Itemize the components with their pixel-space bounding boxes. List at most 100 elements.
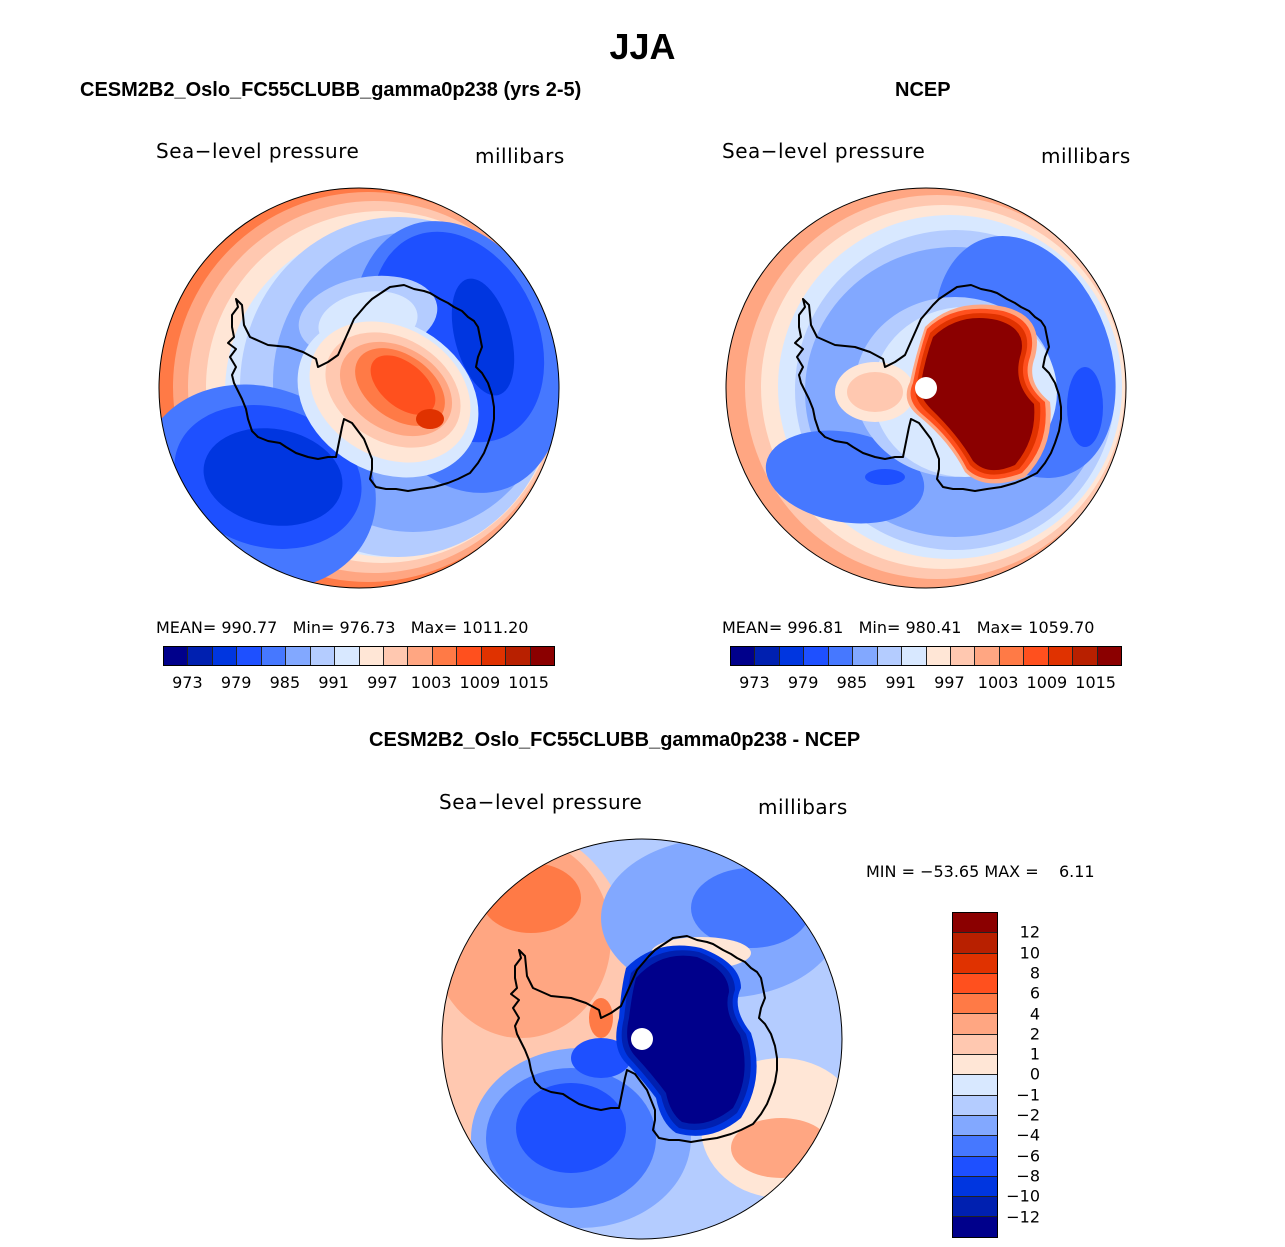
contour-band <box>451 278 515 396</box>
colorbar-tick-label: 1003 <box>977 673 1019 692</box>
colorbar-swatch <box>953 1014 997 1035</box>
contour-band <box>571 1038 631 1078</box>
colorbar-tick-label: 997 <box>934 673 965 692</box>
model-colorbar <box>163 646 555 666</box>
colorbar-tick-label: 1015 <box>508 673 549 692</box>
colorbar-tick-label: 1015 <box>1075 673 1116 692</box>
colorbar-swatch <box>953 1176 997 1198</box>
colorbar-swatch <box>432 647 458 665</box>
model-panel-title: CESM2B2_Oslo_FC55CLUBB_gamma0p238 (yrs 2… <box>80 79 582 101</box>
colorbar-swatch <box>1048 647 1074 665</box>
colorbar-tick-label: 6 <box>1029 983 1040 1003</box>
contour-band <box>442 839 611 1038</box>
obs-units-label: millibars <box>1041 144 1131 168</box>
model-stats: MEAN= 990.77 Min= 976.73 Max= 1011.20 <box>156 618 528 637</box>
diff-slp-map <box>441 838 843 1240</box>
colorbar-tick-label: 997 <box>367 673 398 692</box>
colorbar-swatch <box>853 647 878 665</box>
colorbar-swatch <box>457 647 482 665</box>
diff-min-label: MIN = <box>866 862 915 881</box>
obs-mean-value: 996.81 <box>787 618 844 637</box>
colorbar-swatch <box>877 647 903 665</box>
obs-colorbar <box>730 646 1122 666</box>
contour-band <box>865 469 905 485</box>
colorbar-swatch <box>286 647 311 665</box>
colorbar-tick-label: −8 <box>1016 1166 1040 1186</box>
colorbar-swatch <box>261 647 287 665</box>
contour-field <box>726 188 1126 588</box>
diff-stats: MIN = −53.65 MAX = 6.11 <box>866 862 1095 881</box>
diff-min-value: −53.65 <box>920 862 980 881</box>
colorbar-swatch <box>1097 647 1121 665</box>
colorbar-swatch <box>999 647 1025 665</box>
colorbar-tick-label: −4 <box>1016 1125 1040 1145</box>
colorbar-tick-label: 985 <box>269 673 301 692</box>
obs-stats: MEAN= 996.81 Min= 980.41 Max= 1059.70 <box>722 618 1094 637</box>
contour-band <box>1067 367 1103 447</box>
model-mean-value: 990.77 <box>221 618 278 637</box>
colorbar-tick-label: −6 <box>1016 1146 1040 1166</box>
diff-variable-label: Sea−level pressure <box>439 790 643 814</box>
colorbar-swatch <box>804 647 829 665</box>
colorbar-swatch <box>188 647 213 665</box>
contour-band <box>203 428 343 526</box>
diff-max-value: 6.11 <box>1058 862 1095 881</box>
colorbar-swatch <box>408 647 433 665</box>
colorbar-tick-label: −1 <box>1016 1085 1040 1105</box>
obs-panel-title: NCEP <box>895 79 951 101</box>
colorbar-swatch <box>731 647 756 665</box>
antarctica-coastline <box>794 284 1062 492</box>
colorbar-tick-label: 12 <box>1019 922 1040 942</box>
contour-band <box>416 409 444 429</box>
colorbar-tick-label: 8 <box>1029 963 1040 983</box>
colorbar-tick-label: 1009 <box>459 673 501 692</box>
colorbar-swatch <box>335 647 360 665</box>
contour-band <box>516 1083 626 1173</box>
obs-mean-label: MEAN= <box>722 618 783 637</box>
colorbar-tick-label: −10 <box>1006 1186 1040 1206</box>
colorbar-swatch <box>950 647 976 665</box>
colorbar-swatch <box>902 647 927 665</box>
colorbar-swatch <box>481 647 507 665</box>
obs-min-label: Min= <box>858 618 901 637</box>
map-boundary <box>158 187 560 589</box>
colorbar-swatch <box>953 1115 997 1137</box>
model-variable-label: Sea−level pressure <box>156 139 360 163</box>
colorbar-swatch <box>953 1075 997 1096</box>
colorbar-swatch <box>953 913 997 934</box>
colorbar-swatch <box>975 647 1000 665</box>
colorbar-swatch <box>755 647 780 665</box>
colorbar-tick-label: 1003 <box>410 673 452 692</box>
colorbar-tick-label: 1 <box>1029 1044 1040 1064</box>
diff-colorbar <box>952 912 998 1238</box>
colorbar-tick-label: 985 <box>836 673 868 692</box>
contour-band <box>765 430 925 524</box>
obs-slp-map <box>725 187 1127 589</box>
colorbar-tick-label: 2 <box>1029 1024 1040 1044</box>
colorbar-swatch <box>953 933 997 954</box>
colorbar-swatch <box>926 647 951 665</box>
map-boundary <box>725 187 1127 589</box>
colorbar-swatch <box>212 647 238 665</box>
diff-max-label: MAX = <box>984 862 1039 881</box>
contour-field <box>442 839 842 1239</box>
contour-band <box>481 863 581 933</box>
colorbar-swatch <box>953 1034 997 1056</box>
colorbar-swatch <box>164 647 189 665</box>
colorbar-swatch <box>953 1217 997 1237</box>
model-min-value: 976.73 <box>339 618 396 637</box>
colorbar-tick-label: 991 <box>885 673 916 692</box>
colorbar-swatch <box>953 1055 997 1076</box>
contour-band <box>847 372 903 412</box>
contour-field <box>159 188 559 588</box>
colorbar-swatch <box>953 994 997 1015</box>
colorbar-tick-label: 979 <box>787 673 819 692</box>
colorbar-tick-label: 4 <box>1029 1004 1040 1023</box>
contour-band <box>920 318 1035 471</box>
pole-missing-data <box>915 377 937 399</box>
colorbar-swatch <box>1024 647 1049 665</box>
contour-band <box>627 955 745 1124</box>
colorbar-tick-label: 973 <box>739 673 770 692</box>
colorbar-tick-label: 979 <box>220 673 252 692</box>
obs-max-value: 1059.70 <box>1028 618 1095 637</box>
